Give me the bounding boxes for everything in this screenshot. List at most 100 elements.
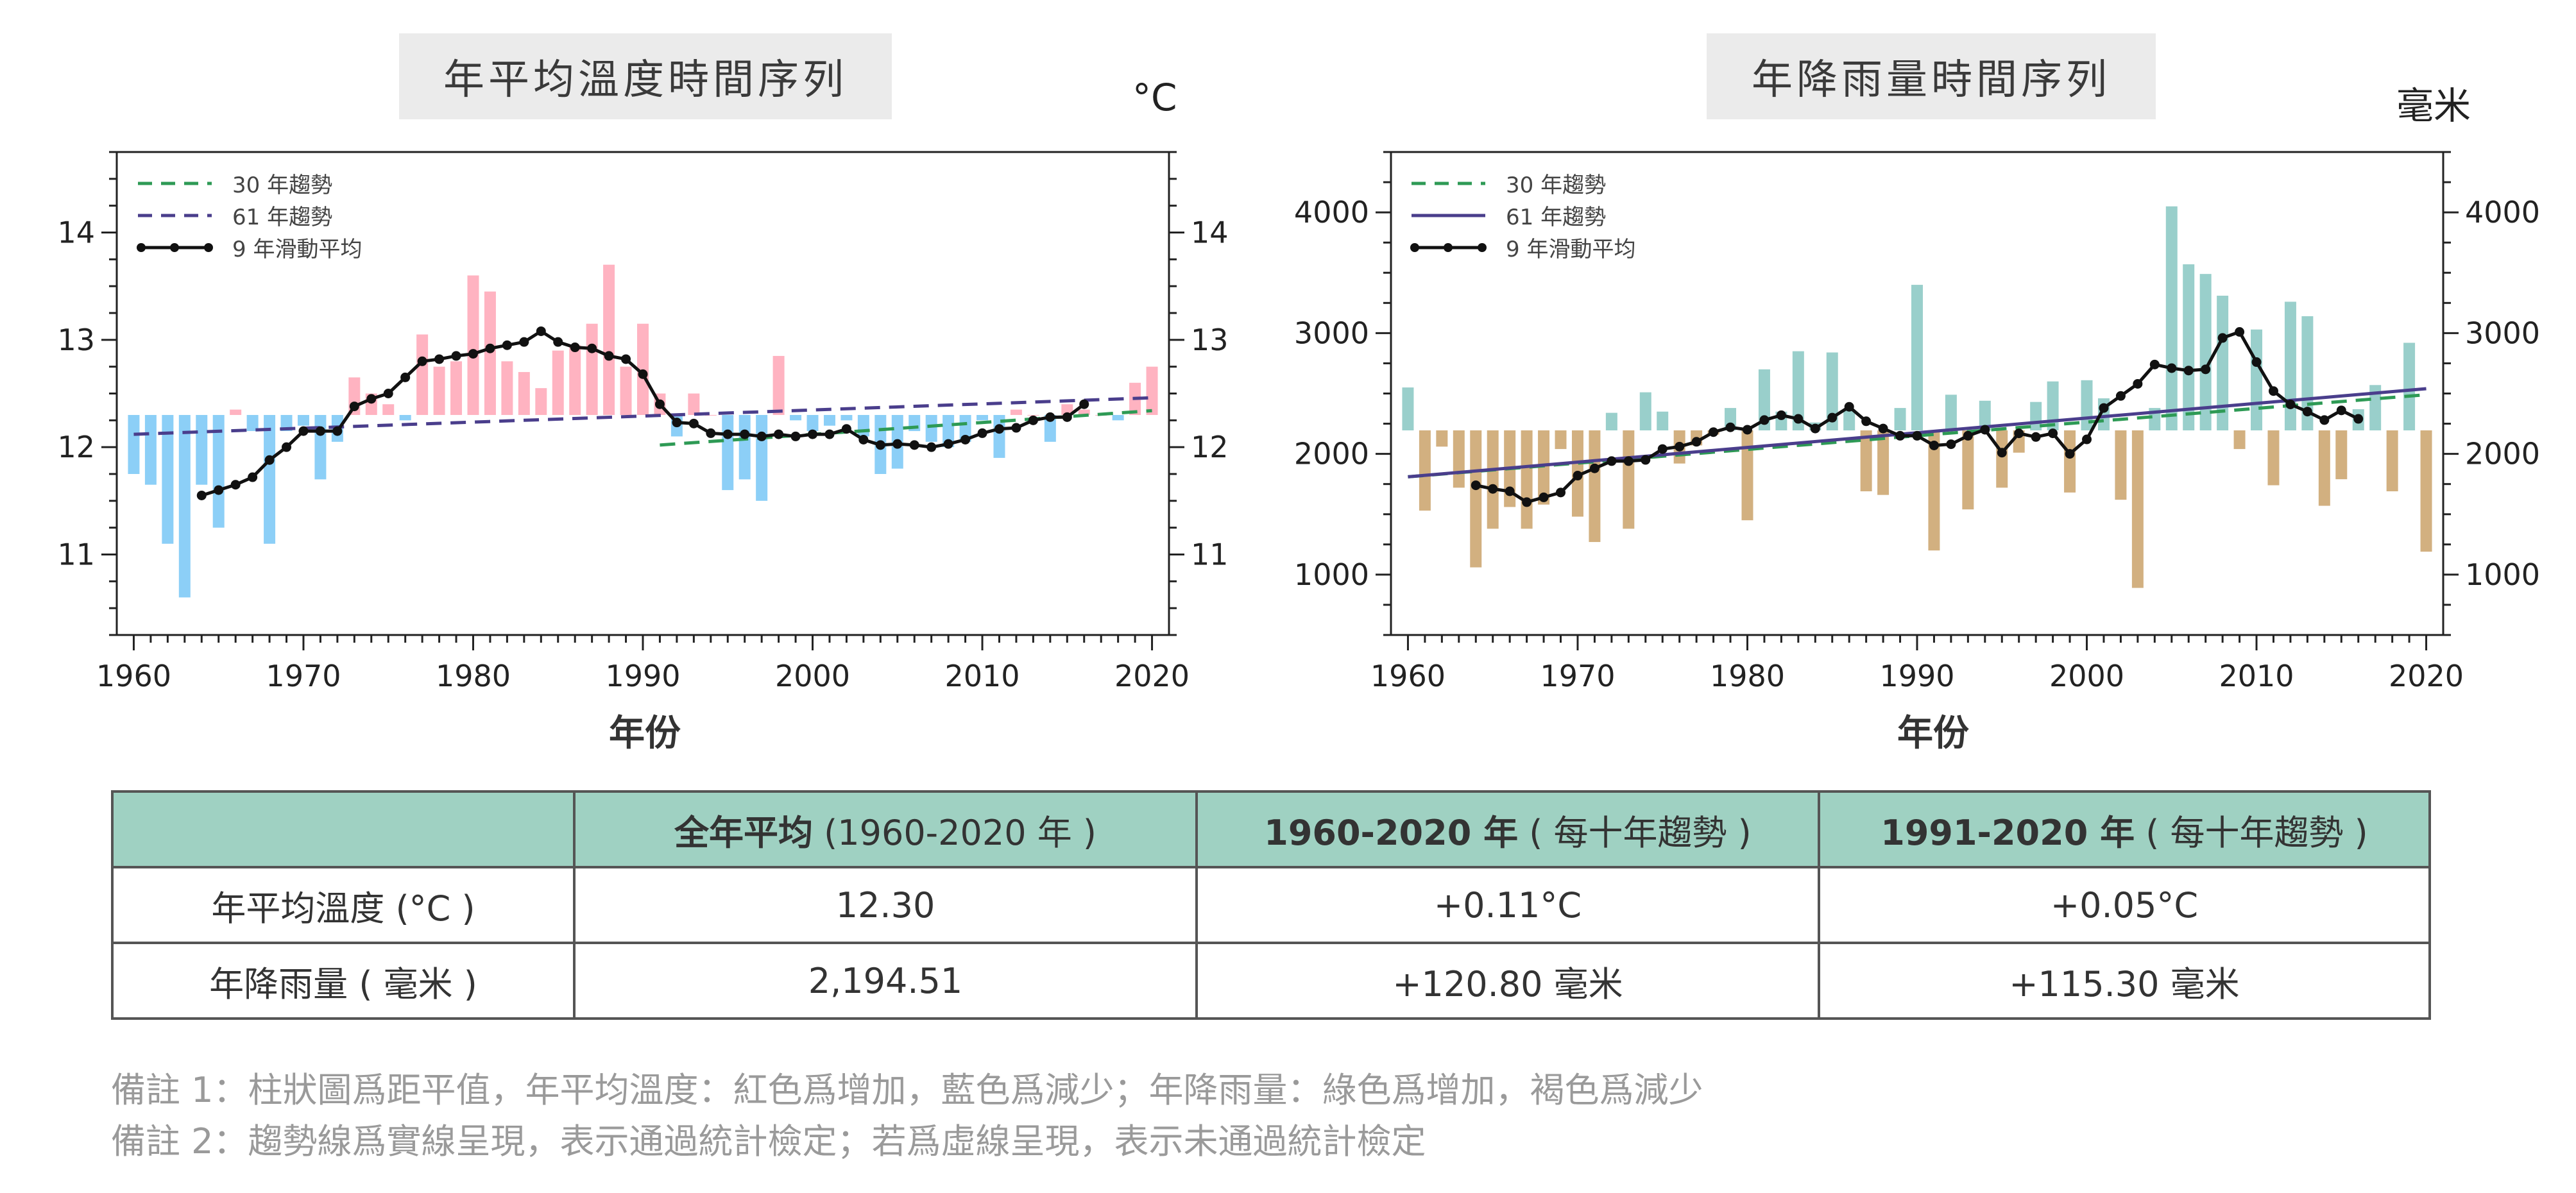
y-tick-label-right: 2000 [2465, 437, 2540, 471]
anomaly-bar [1657, 411, 1669, 431]
moving-average-point [2353, 414, 2364, 424]
moving-average-point [994, 424, 1004, 434]
y-tick-label-right: 13 [1191, 323, 1229, 357]
moving-average-point [1709, 427, 1719, 437]
anomaly-bar [1843, 409, 1855, 431]
anomaly-bar [977, 414, 989, 421]
moving-average-point [298, 426, 309, 436]
rainfall-chart: 年份 1960 1970 1980 1990 2000 2010 2020 1000 1000 2… [1294, 151, 2540, 754]
anomaly-bar [2199, 274, 2212, 431]
y-tick-label-right: 4000 [2465, 195, 2540, 230]
cell-rainfall-trend-30yr: +115.30 毫米 [1818, 942, 2431, 1020]
anomaly-bar [943, 414, 955, 448]
plot-area: 1960 1970 1980 1990 2000 2010 2020 11 11 12 12 13 13… [57, 151, 1229, 693]
moving-average-point [349, 402, 359, 412]
anomaly-bar [857, 414, 869, 437]
anomaly-bar [1061, 404, 1073, 415]
anomaly-bar [2284, 301, 2296, 431]
moving-average-point [282, 442, 292, 452]
moving-average-point [196, 490, 207, 500]
legend-ma-dot [170, 243, 179, 252]
moving-average-point [264, 455, 275, 465]
moving-average-point [1641, 455, 1651, 465]
anomaly-bar [1639, 392, 1651, 431]
anomaly-bar [1894, 408, 1906, 431]
moving-average-point [1810, 423, 1820, 434]
anomaly-bar [1979, 400, 1991, 431]
anomaly-bar [1605, 412, 1617, 431]
anomaly-bar [518, 372, 530, 415]
moving-average-point [688, 418, 699, 428]
temperature-x-axis-label: 年份 [609, 713, 681, 754]
moving-average-point [1471, 480, 1481, 491]
moving-average-point [2031, 432, 2041, 442]
anomaly-bar [297, 414, 309, 426]
moving-average-point [1861, 416, 1872, 427]
moving-average-point [553, 337, 563, 347]
anomaly-bar [230, 409, 242, 415]
moving-average-point [1573, 471, 1583, 481]
table-row: 年平均溫度 (°C ) 12.30 +0.11°C +0.05°C [111, 866, 2431, 944]
y-tick-label-left: 12 [57, 430, 95, 464]
moving-average-point [1895, 430, 1906, 441]
moving-average-point [1556, 487, 1566, 498]
summary-table-header-row: 全年平均 (1960-2020 年 ) 1960-2020 年 ( 每十年趨勢 … [111, 790, 2431, 868]
anomaly-bar [569, 345, 581, 415]
moving-average-point [790, 431, 801, 441]
anomaly-bar [467, 275, 479, 415]
moving-average-point [774, 429, 784, 439]
moving-average-point [1997, 448, 2007, 458]
summary-header-annual-mean: 全年平均 (1960-2020 年 ) [573, 790, 1198, 868]
anomaly-bar [246, 414, 259, 432]
moving-average-point [1946, 439, 1956, 450]
x-tick-label: 2020 [2389, 659, 2464, 693]
anomaly-bar [637, 323, 649, 415]
anomaly-bar [806, 414, 819, 432]
x-tick-label: 2020 [1114, 659, 1190, 693]
moving-average-point [519, 337, 529, 347]
moving-average-point [1776, 410, 1786, 420]
moving-average-point [875, 440, 885, 450]
moving-average-point [2183, 366, 2194, 376]
moving-average-point [2048, 428, 2058, 439]
moving-average-point [2149, 359, 2160, 369]
anomaly-bar [450, 361, 463, 415]
anomaly-bar [1962, 430, 1974, 510]
temperature-chart-title: 年平均溫度時間序列 [399, 33, 892, 119]
moving-average-point [1793, 414, 1804, 424]
y-tick-label-right: 3000 [2465, 316, 2540, 350]
anomaly-bar [416, 334, 429, 415]
legend-30yr-label: 30 年趨勢 [232, 173, 332, 198]
moving-average-point [858, 434, 869, 444]
y-tick-label-right: 11 [1191, 537, 1229, 572]
moving-average-point [451, 351, 461, 361]
anomaly-bar [1027, 414, 1039, 416]
x-tick-label: 1980 [1710, 659, 1785, 693]
legend-ma-label: 9 年滑動平均 [232, 237, 362, 262]
moving-average-point [654, 399, 665, 409]
moving-average-point [468, 349, 478, 359]
y-tick-label-left: 14 [57, 216, 95, 250]
moving-average-point [485, 343, 495, 353]
anomaly-bar [2386, 430, 2398, 491]
moving-average-point [1011, 423, 1021, 433]
moving-average-point [1079, 399, 1089, 409]
footnote-2: 備註 2：趨勢線爲實線呈現，表示通過統計檢定；若爲虛線呈現，表示未通過統計檢定 [111, 1121, 1426, 1162]
anomaly-bar [1589, 430, 1601, 543]
anomaly-bar [840, 414, 853, 421]
moving-average-point [909, 440, 919, 450]
moving-average-point [230, 480, 241, 490]
legend-ma-dot [1478, 243, 1487, 252]
footnotes: 備註 1：柱狀圖爲距平值，年平均溫度：紅色爲增加，藍色爲減少；年降雨量：綠色爲增… [111, 1065, 1703, 1167]
anomaly-bar [722, 414, 734, 491]
moving-average-point [434, 354, 445, 364]
anomaly-bar [1826, 352, 1838, 431]
anomaly-bar [790, 414, 802, 421]
anomaly-bar [1146, 366, 1158, 415]
anomaly-bar [484, 291, 496, 415]
moving-average-point [315, 426, 325, 436]
anomaly-bar [1453, 430, 1465, 488]
anomaly-bar [2267, 430, 2280, 486]
moving-average-point [1028, 415, 1038, 425]
anomaly-bar [704, 414, 717, 416]
